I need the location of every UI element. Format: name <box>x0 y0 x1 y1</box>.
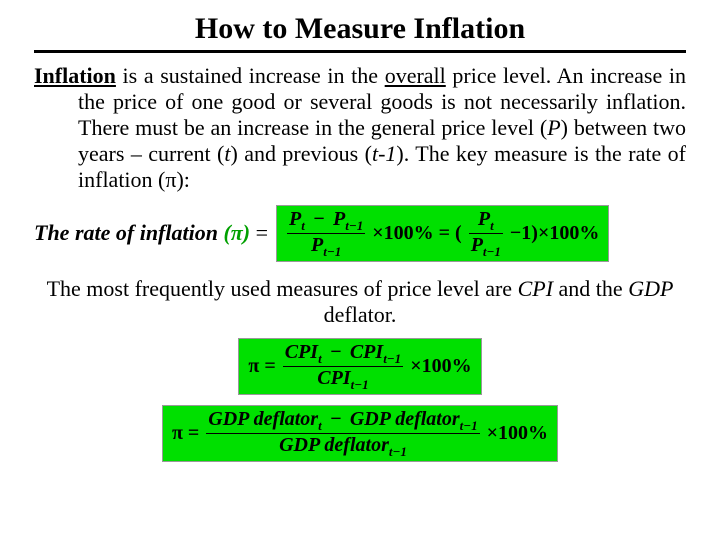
gdp-num-s1: t <box>318 418 322 433</box>
frac-cpi: CPIt − CPIt−1 CPIt−1 <box>283 341 403 392</box>
cpi-pi-eq: π = <box>248 355 275 378</box>
intro-paragraph: Inflation is a sustained increase in the… <box>34 63 686 193</box>
cpi-den-s: t−1 <box>351 377 369 392</box>
mid-gdp: GDP <box>628 276 673 301</box>
f1-num-s1: t <box>301 218 305 233</box>
f1-num-s2: t−1 <box>345 218 363 233</box>
gdp-den: GDP deflator <box>279 434 389 456</box>
rate-label-text: The rate of inflation <box>34 220 223 245</box>
f1-num-p1: P <box>289 208 301 230</box>
f1b-den-p: P <box>471 234 483 256</box>
mid-cpi: CPI <box>518 276 553 301</box>
gdp-pi-eq: π = <box>172 422 199 445</box>
slide: How to Measure Inflation Inflation is a … <box>0 0 720 462</box>
main-formula-box: Pt − Pt−1 Pt−1 ×100% = ( Pt Pt−1 −1) <box>276 205 609 262</box>
gdp-minus: − <box>330 408 342 430</box>
frac-gdp: GDP deflatort − GDP deflatort−1 GDP defl… <box>206 408 479 459</box>
rate-row: The rate of inflation (π) = Pt − Pt−1 Pt… <box>34 205 686 262</box>
rate-label-pi: (π) <box>223 220 250 245</box>
center-formulas: π = CPIt − CPIt−1 CPIt−1 ×100% π = GDP d… <box>34 338 686 462</box>
cpi-formula-box: π = CPIt − CPIt−1 CPIt−1 ×100% <box>238 338 481 395</box>
p-t4: ) and previous ( <box>230 141 371 166</box>
rate-label-eq: = <box>250 220 268 245</box>
f1-minus: − <box>313 208 325 230</box>
f1-tail: −1)×100% <box>510 222 599 245</box>
f1-den-p: P <box>311 234 323 256</box>
rate-label: The rate of inflation (π) = <box>34 220 268 246</box>
var-tprev: t-1 <box>372 141 396 166</box>
gdp-den-s: t−1 <box>389 444 407 459</box>
f1-num-p2: P <box>333 208 345 230</box>
f1b-den-s: t−1 <box>483 244 501 259</box>
mid-t2: and the <box>553 276 628 301</box>
f1-den-s: t−1 <box>323 244 341 259</box>
frac-1b: Pt Pt−1 <box>469 208 503 259</box>
gdp-formula-box: π = GDP deflatort − GDP deflatort−1 GDP … <box>162 405 558 462</box>
f1b-num-s: t <box>490 218 494 233</box>
mid-t3: deflator. <box>324 302 397 327</box>
cpi-num-2: CPI <box>350 341 383 363</box>
cpi-num-s2: t−1 <box>383 351 401 366</box>
f1-times100: ×100% = ( <box>372 222 461 245</box>
p-t1: is a sustained increase in the <box>116 63 385 88</box>
gdp-tail: ×100% <box>487 422 548 445</box>
overall-word: overall <box>385 63 446 88</box>
gdp-num-2: GDP deflator <box>350 408 460 430</box>
var-P: P <box>547 115 560 140</box>
f1b-num-p: P <box>478 208 490 230</box>
mid-text: The most frequently used measures of pri… <box>34 276 686 328</box>
title-rule <box>34 50 686 53</box>
cpi-num-1: CPI <box>285 341 318 363</box>
cpi-den: CPI <box>317 367 350 389</box>
cpi-tail: ×100% <box>410 355 471 378</box>
frac-1: Pt − Pt−1 Pt−1 <box>287 208 365 259</box>
cpi-minus: − <box>330 341 342 363</box>
lead-word: Inflation <box>34 63 116 88</box>
gdp-num-s2: t−1 <box>460 418 478 433</box>
slide-title: How to Measure Inflation <box>34 12 686 46</box>
mid-t1: The most frequently used measures of pri… <box>47 276 518 301</box>
cpi-num-s1: t <box>318 351 322 366</box>
gdp-num-1: GDP deflator <box>208 408 318 430</box>
